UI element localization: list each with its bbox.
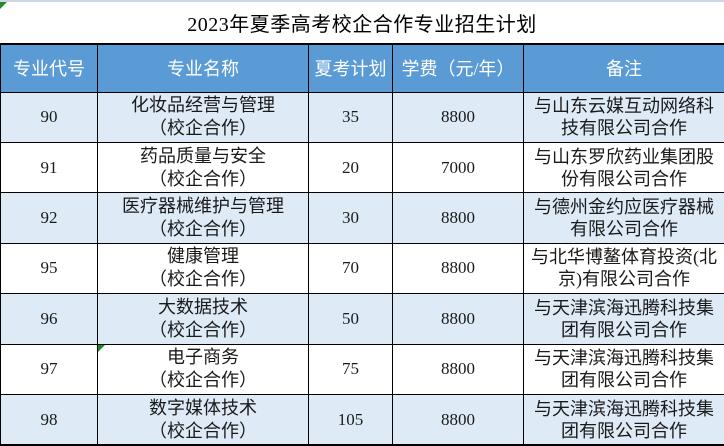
cell-major-code: 92 xyxy=(0,192,98,244)
major-name-text: 大数据技术 xyxy=(158,296,248,317)
cell-tuition: 8800 xyxy=(392,192,524,244)
table-row: 91 药品质量与安全 （校企合作） 20 7000 与山东罗欣药业集团股份有限公… xyxy=(0,141,724,194)
cell-tuition: 8800 xyxy=(392,91,524,143)
error-indicator-icon xyxy=(0,2,7,9)
major-name-text: 数字媒体技术 xyxy=(149,397,257,418)
top-gridline-strip xyxy=(0,0,724,2)
cell-major-name: 电子商务 （校企合作） xyxy=(97,343,309,396)
major-name-suffix: （校企合作） xyxy=(149,370,257,391)
major-name-text: 药品质量与安全 xyxy=(140,145,266,166)
cell-major-code: 98 xyxy=(0,394,98,446)
cell-major-code: 90 xyxy=(0,91,98,143)
major-name-suffix: （校企合作） xyxy=(149,319,257,340)
cell-major-code: 96 xyxy=(0,293,98,345)
header-major-code: 专业代号 xyxy=(0,43,98,93)
cell-tuition: 8800 xyxy=(392,343,524,396)
table-row: 96 大数据技术 （校企合作） 50 8800 与天津滨海迅腾科技集团有限公司合… xyxy=(0,293,724,345)
page-title: 2023年夏季高考校企合作专业招生计划 xyxy=(187,14,537,36)
cell-summer-plan: 75 xyxy=(308,343,393,396)
cell-major-code: 91 xyxy=(0,141,98,194)
cell-major-code: 95 xyxy=(0,242,98,295)
cell-major-name: 大数据技术 （校企合作） xyxy=(97,293,309,345)
cell-major-name: 数字媒体技术 （校企合作） xyxy=(97,394,309,446)
cell-tuition: 7000 xyxy=(392,141,524,194)
major-name-text: 电子商务 xyxy=(167,347,239,368)
cell-remarks: 与山东罗欣药业集团股份有限公司合作 xyxy=(523,141,724,194)
cell-tuition: 8800 xyxy=(392,293,524,345)
title-row: 2023年夏季高考校企合作专业招生计划 xyxy=(0,2,724,43)
header-remarks: 备注 xyxy=(523,43,724,93)
header-row: 专业代号 专业名称 夏考计划 学费（元/年） 备注 xyxy=(0,43,724,93)
major-name-text: 健康管理 xyxy=(167,246,239,267)
table-row: 98 数字媒体技术 （校企合作） 105 8800 与天津滨海迅腾科技集团有限公… xyxy=(0,394,724,446)
major-name-suffix: （校企合作） xyxy=(149,168,257,189)
table-row: 90 化妆品经营与管理 （校企合作） 35 8800 与山东云媒互动网络科技有限… xyxy=(0,91,724,143)
cell-major-name: 化妆品经营与管理 （校企合作） xyxy=(97,91,309,143)
enrollment-table: 专业代号 专业名称 夏考计划 学费（元/年） 备注 90 化妆品经营与管理 （校… xyxy=(0,43,724,446)
cell-major-name: 药品质量与安全 （校企合作） xyxy=(97,141,309,194)
cell-remarks: 与天津滨海迅腾科技集团有限公司合作 xyxy=(523,343,724,396)
table-header: 专业代号 专业名称 夏考计划 学费（元/年） 备注 xyxy=(0,43,724,93)
cell-major-name: 健康管理 （校企合作） xyxy=(97,242,309,295)
cell-summer-plan: 35 xyxy=(308,91,393,143)
major-name-text: 医疗器械维护与管理 xyxy=(122,196,284,217)
header-summer-plan: 夏考计划 xyxy=(308,43,393,93)
cell-remarks: 与天津滨海迅腾科技集团有限公司合作 xyxy=(523,293,724,345)
major-name-text: 化妆品经营与管理 xyxy=(131,95,275,116)
error-indicator-icon xyxy=(98,345,105,352)
cell-remarks: 与天津滨海迅腾科技集团有限公司合作 xyxy=(523,394,724,446)
table-row: 92 医疗器械维护与管理 （校企合作） 30 8800 与德州金约应医疗器械有限… xyxy=(0,192,724,244)
cell-tuition: 8800 xyxy=(392,242,524,295)
cell-remarks: 与德州金约应医疗器械有限公司合作 xyxy=(523,192,724,244)
table-row: 95 健康管理 （校企合作） 70 8800 与北华博鳌体育投资(北京)有限公司… xyxy=(0,242,724,295)
cell-remarks: 与北华博鳌体育投资(北京)有限公司合作 xyxy=(523,242,724,295)
major-name-suffix: （校企合作） xyxy=(149,269,257,290)
major-name-suffix: （校企合作） xyxy=(149,118,257,139)
cell-remarks: 与山东云媒互动网络科技有限公司合作 xyxy=(523,91,724,143)
cell-major-code: 97 xyxy=(0,343,98,396)
cell-major-name: 医疗器械维护与管理 （校企合作） xyxy=(97,192,309,244)
major-name-suffix: （校企合作） xyxy=(149,420,257,441)
cell-summer-plan: 20 xyxy=(308,141,393,194)
cell-summer-plan: 105 xyxy=(308,394,393,446)
cell-summer-plan: 30 xyxy=(308,192,393,244)
cell-summer-plan: 50 xyxy=(308,293,393,345)
header-major-name: 专业名称 xyxy=(97,43,309,93)
header-tuition: 学费（元/年） xyxy=(392,43,524,93)
cell-summer-plan: 70 xyxy=(308,242,393,295)
cell-tuition: 8800 xyxy=(392,394,524,446)
major-name-suffix: （校企合作） xyxy=(149,219,257,240)
table-row: 97 电子商务 （校企合作） 75 8800 与天津滨海迅腾科技集团有限公司合作 xyxy=(0,343,724,396)
